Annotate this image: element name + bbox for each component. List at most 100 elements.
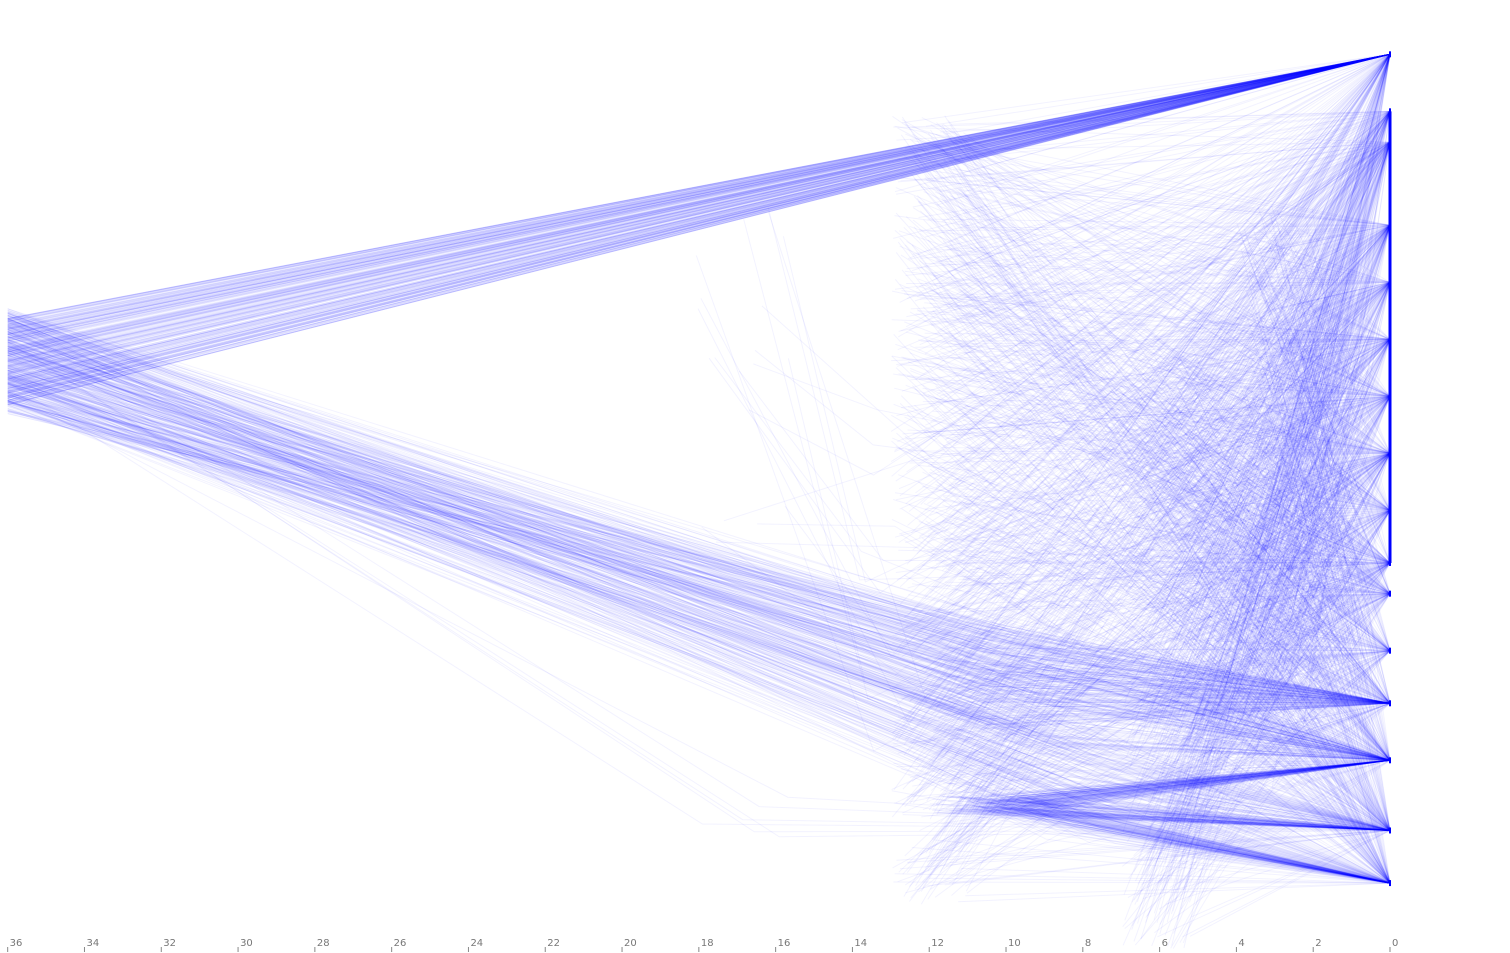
series-line [1133,497,1391,831]
series-line [1022,759,1391,797]
series-line [1261,650,1391,681]
series-line [7,345,1391,831]
series-line [1144,396,1391,866]
series-line [894,395,1391,538]
series-line [949,272,1391,564]
series-line [1179,225,1391,582]
series-line [7,384,1391,884]
series-line [1280,217,1391,283]
series-line [911,110,1391,128]
series-line [1283,54,1391,373]
series-line [1240,248,1391,884]
series-line [1252,339,1391,568]
series-line [1136,395,1391,532]
series-line [7,376,1391,884]
series-line [996,812,1391,831]
series-line [1128,549,1391,595]
series-line [933,224,1391,606]
series-line [950,153,1391,884]
series-line [1244,562,1391,659]
series-line [937,811,1391,831]
series-line [1165,54,1391,369]
series-line [7,403,1391,704]
series-line [1165,740,1391,831]
series-line [1020,759,1391,810]
series-line [1295,224,1391,454]
series-line [957,812,1391,831]
series-line [1139,509,1391,561]
series-line [1173,562,1391,859]
series-line [1121,111,1391,558]
series-line [7,331,1391,761]
series-line [1143,759,1391,770]
series-line [7,53,1391,355]
series-line [1196,141,1391,733]
series-line [7,53,1391,349]
series-line [7,341,1391,831]
series-line [7,53,1391,325]
series-line [1154,489,1391,564]
series-line [7,53,1391,323]
series-line [1279,396,1391,571]
series-line [1178,752,1391,831]
series-line [1182,396,1391,707]
series-line [952,374,1391,454]
series-line [7,53,1391,406]
series-line [7,53,1391,361]
series-line [1179,650,1391,838]
series-line [7,345,1391,704]
series-line [1169,433,1391,704]
series-line [7,354,1391,761]
series-line [923,502,1391,704]
series-line [1291,54,1391,699]
series-line [1250,271,1391,454]
series-line [1166,54,1391,923]
series-line [891,440,1391,884]
series-line [7,328,1391,704]
series-line [930,137,1391,704]
series-line [1031,759,1391,802]
series-line [1132,372,1391,511]
series-line [7,53,1391,375]
series-line [981,759,1391,809]
series-line [7,364,1391,704]
series-line [1259,225,1391,516]
series-line [7,400,1391,884]
series-line [1126,377,1391,397]
series-line [927,224,1391,232]
series-line [908,450,1391,454]
series-line [939,195,1391,761]
series-line [1185,718,1391,831]
series-line [1154,650,1391,884]
series-line [933,110,1391,278]
series-line [944,830,1391,886]
series-line [1308,701,1391,761]
series-line [1257,269,1391,594]
series-line [944,223,1391,564]
series-line [1245,218,1391,340]
series-line [1254,395,1391,425]
series-line [7,366,1391,704]
series-line [932,808,1391,831]
series-line [1273,488,1391,511]
series-line [956,194,1391,884]
series-line [1241,587,1391,652]
series-line [7,53,1391,327]
series-line [942,504,1391,704]
series-line [967,136,1391,397]
series-line [1123,439,1391,511]
series-line [1184,425,1391,704]
series-line [893,110,1391,239]
series-line [7,53,1391,320]
series-line [947,675,1391,704]
series-line [1286,338,1391,433]
series-line [1141,282,1391,875]
series-line [922,395,1391,403]
series-line [1146,510,1391,917]
series-line [1144,497,1391,595]
series-line [911,158,1391,761]
series-line [1135,659,1391,761]
series-line [1257,338,1391,418]
series-line [7,53,1391,389]
series-line [1168,563,1391,704]
